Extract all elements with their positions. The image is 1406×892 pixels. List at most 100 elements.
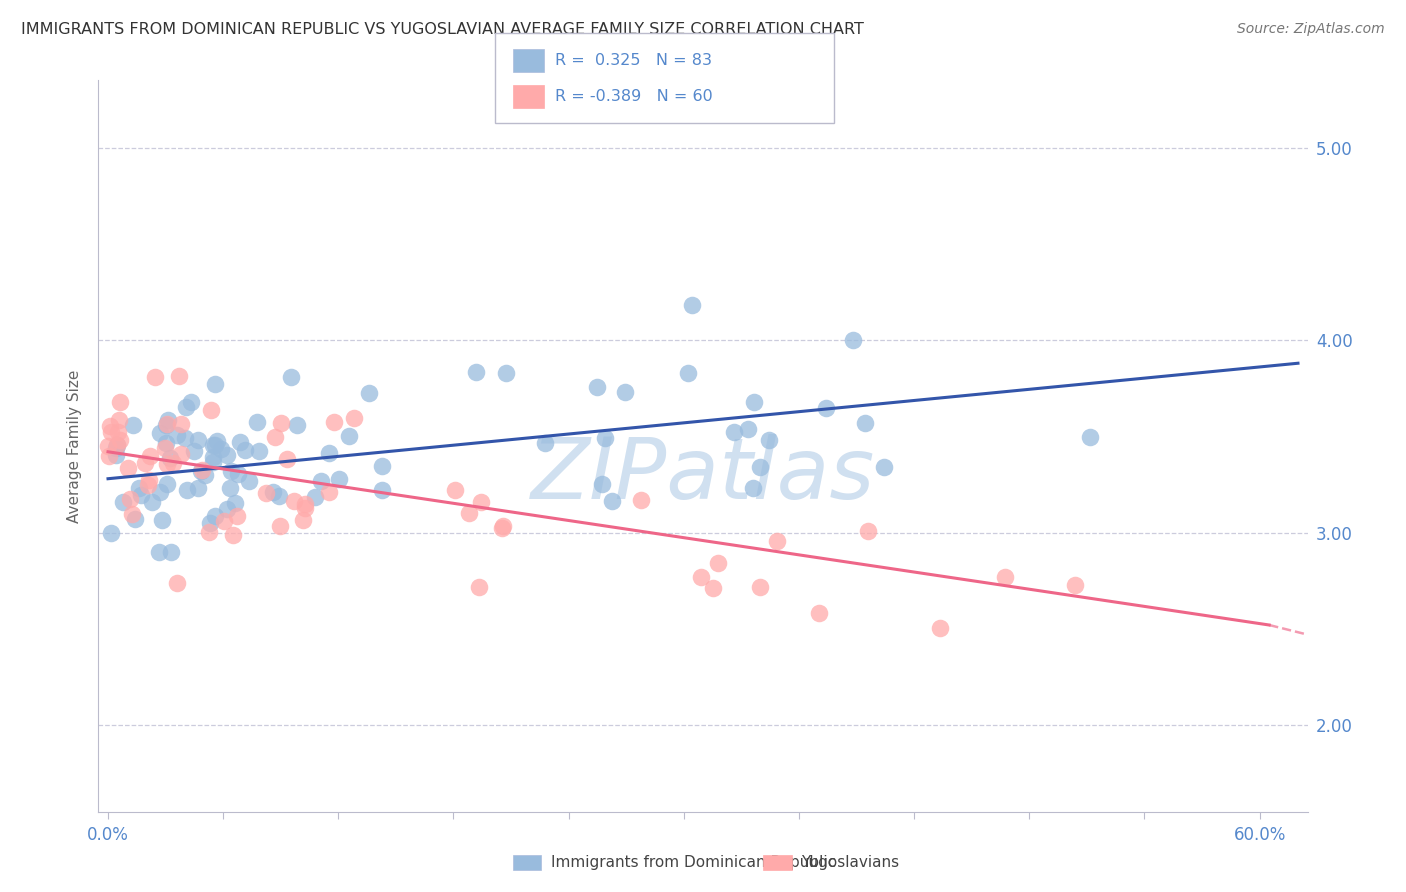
Point — [180, 395, 202, 409]
Point — [156, 457, 179, 471]
Point — [98, 418, 121, 433]
Point — [294, 500, 316, 515]
Point — [269, 489, 291, 503]
Point — [176, 483, 198, 497]
Point — [194, 467, 217, 482]
Point — [155, 418, 177, 433]
Point — [749, 580, 772, 594]
Point — [342, 410, 364, 425]
Point — [254, 486, 277, 500]
Point — [155, 435, 177, 450]
Point — [209, 442, 232, 457]
Point — [100, 526, 122, 541]
Point — [856, 524, 879, 538]
Point — [156, 477, 179, 491]
Point — [853, 416, 876, 430]
Point — [149, 484, 172, 499]
Point — [207, 434, 229, 448]
Point — [690, 570, 713, 584]
Point — [136, 478, 159, 492]
Point — [214, 514, 236, 528]
Point — [495, 366, 517, 380]
Point — [149, 426, 172, 441]
Text: ZIPatlas: ZIPatlas — [531, 434, 875, 516]
Point — [225, 508, 247, 523]
Point — [842, 333, 865, 347]
Point — [117, 460, 139, 475]
Point — [174, 400, 197, 414]
Point — [534, 435, 557, 450]
Point — [200, 403, 222, 417]
Point — [118, 492, 141, 507]
Point — [174, 431, 197, 445]
Point — [614, 384, 637, 399]
Point — [134, 456, 156, 470]
Point — [292, 512, 315, 526]
Point — [593, 432, 616, 446]
Point — [283, 494, 305, 508]
Point — [107, 413, 129, 427]
Point — [702, 581, 724, 595]
Point — [198, 516, 221, 531]
Point — [222, 528, 245, 542]
Point — [748, 460, 770, 475]
Point — [247, 443, 270, 458]
Point — [167, 368, 190, 383]
Point — [723, 425, 745, 440]
Point — [371, 459, 394, 474]
Point — [872, 459, 894, 474]
Point — [217, 501, 239, 516]
Point — [108, 395, 131, 409]
Point — [148, 545, 170, 559]
Point — [766, 534, 789, 549]
Point — [204, 376, 226, 391]
Point — [630, 493, 652, 508]
Point — [706, 556, 728, 570]
Point — [742, 395, 765, 409]
Point — [128, 481, 150, 495]
Point — [162, 457, 184, 471]
Point — [170, 447, 193, 461]
Point — [468, 580, 491, 594]
Point — [328, 472, 350, 486]
Point — [742, 481, 765, 495]
Point — [204, 437, 226, 451]
Point — [246, 415, 269, 429]
Point — [280, 370, 302, 384]
Point — [191, 463, 214, 477]
Point — [304, 490, 326, 504]
Point — [97, 439, 120, 453]
Point — [928, 621, 950, 635]
Point — [311, 474, 333, 488]
Point — [678, 366, 700, 380]
Point — [124, 512, 146, 526]
Point — [105, 437, 128, 451]
Point — [815, 401, 838, 415]
Point — [458, 506, 481, 520]
Point — [104, 448, 127, 462]
Point — [758, 433, 780, 447]
Point — [219, 464, 242, 478]
Point — [202, 437, 225, 451]
Point — [276, 451, 298, 466]
Point — [138, 474, 160, 488]
Point — [318, 485, 340, 500]
Point — [602, 494, 624, 508]
Point — [1063, 578, 1085, 592]
Point — [323, 415, 346, 429]
Text: Yugoslavians: Yugoslavians — [801, 855, 900, 870]
Point — [235, 443, 257, 458]
Point — [737, 422, 759, 436]
Point — [682, 298, 704, 312]
Text: R = -0.389   N = 60: R = -0.389 N = 60 — [555, 89, 713, 103]
Point — [169, 417, 191, 431]
Point — [1078, 430, 1101, 444]
Point — [269, 518, 291, 533]
Point — [183, 443, 205, 458]
Point — [153, 441, 176, 455]
Point — [139, 449, 162, 463]
Point — [105, 442, 128, 456]
Point — [112, 495, 135, 509]
Point — [107, 425, 129, 439]
Point — [285, 418, 308, 433]
